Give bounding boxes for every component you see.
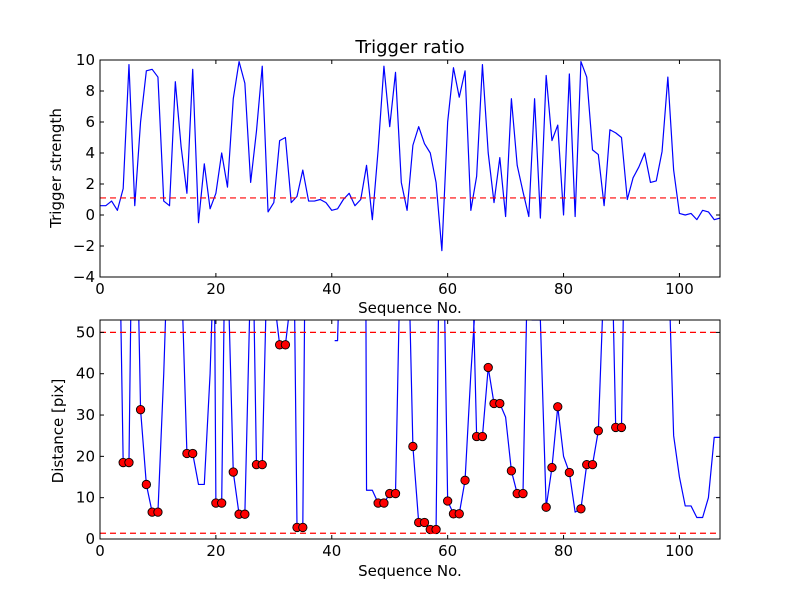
trigger-ratio-chart: Trigger ratio Sequence No. Trigger stren…	[47, 37, 721, 317]
y-tick-label: 6	[85, 113, 95, 131]
y-tick-label: 50	[76, 323, 95, 341]
y-axis-label: Distance [pix]	[49, 379, 67, 484]
marker-point	[431, 524, 441, 535]
marker-point	[576, 504, 586, 514]
marker-point	[257, 459, 267, 470]
y-tick-label: 30	[76, 406, 95, 424]
y-tick-label: 10	[76, 489, 95, 507]
x-tick-label: 20	[206, 280, 225, 298]
y-tick-label: −2	[73, 237, 95, 255]
marker-point	[390, 488, 401, 499]
y-tick-label: 40	[76, 365, 95, 383]
marker-point	[141, 479, 152, 490]
y-tick-label: −4	[73, 268, 95, 286]
marker-point	[228, 467, 238, 477]
x-tick-label: 40	[322, 542, 341, 560]
marker-point	[506, 466, 517, 476]
y-tick-label: 4	[85, 144, 95, 162]
plot-area	[100, 60, 720, 252]
marker-point	[379, 498, 389, 508]
marker-point	[240, 509, 250, 519]
y-tick-label: 0	[85, 530, 95, 548]
axes-frame	[99, 319, 721, 540]
marker-point	[280, 340, 291, 350]
series-line-segment	[669, 320, 720, 519]
x-tick-label: 0	[95, 542, 105, 560]
marker-point	[553, 402, 563, 412]
marker-point	[408, 441, 418, 452]
marker-point	[564, 467, 574, 478]
axes-frame	[99, 59, 721, 278]
marker-point	[495, 398, 505, 409]
marker-point	[541, 502, 551, 512]
chart-title: Trigger ratio	[354, 37, 464, 58]
y-tick-label: 20	[76, 447, 95, 465]
y-tick-label: 8	[85, 82, 95, 100]
x-tick-label: 80	[554, 280, 573, 298]
marker-point	[419, 517, 430, 528]
x-tick-label: 40	[322, 280, 341, 298]
plot-area	[100, 320, 720, 535]
y-axis-label: Trigger strength	[47, 108, 65, 229]
marker-point	[460, 475, 470, 485]
distance-chart: Sequence No. Distance [pix] 0 20 40 60 80 100…	[49, 319, 721, 580]
x-tick-label: 100	[665, 542, 694, 560]
x-tick-label: 100	[665, 280, 694, 298]
marker-point	[477, 431, 488, 442]
marker-point	[483, 362, 493, 373]
marker-point	[443, 496, 453, 506]
marker-point	[587, 459, 598, 470]
marker-point	[518, 488, 528, 499]
x-tick-label: 0	[95, 280, 105, 298]
x-tick-label: 20	[206, 542, 225, 560]
marker-point	[593, 426, 603, 436]
marker-point	[153, 507, 163, 517]
marker-point	[217, 498, 227, 508]
y-tick-label: 10	[76, 51, 95, 69]
series-line-segment	[334, 320, 339, 342]
marker-point	[188, 448, 198, 459]
x-axis-label: Sequence No.	[358, 562, 462, 580]
y-tick-label: 0	[85, 206, 95, 224]
y-tick-label: 2	[85, 175, 95, 193]
marker-point	[616, 422, 627, 433]
marker-point	[135, 405, 146, 415]
marker-point	[298, 522, 308, 533]
x-tick-label: 60	[438, 280, 457, 298]
x-tick-label: 60	[438, 542, 457, 560]
series-line	[100, 60, 720, 252]
x-axis-label: Sequence No.	[358, 299, 462, 317]
marker-point	[454, 509, 464, 519]
marker-point	[547, 462, 557, 473]
x-tick-label: 80	[554, 542, 573, 560]
marker-point	[124, 457, 134, 468]
